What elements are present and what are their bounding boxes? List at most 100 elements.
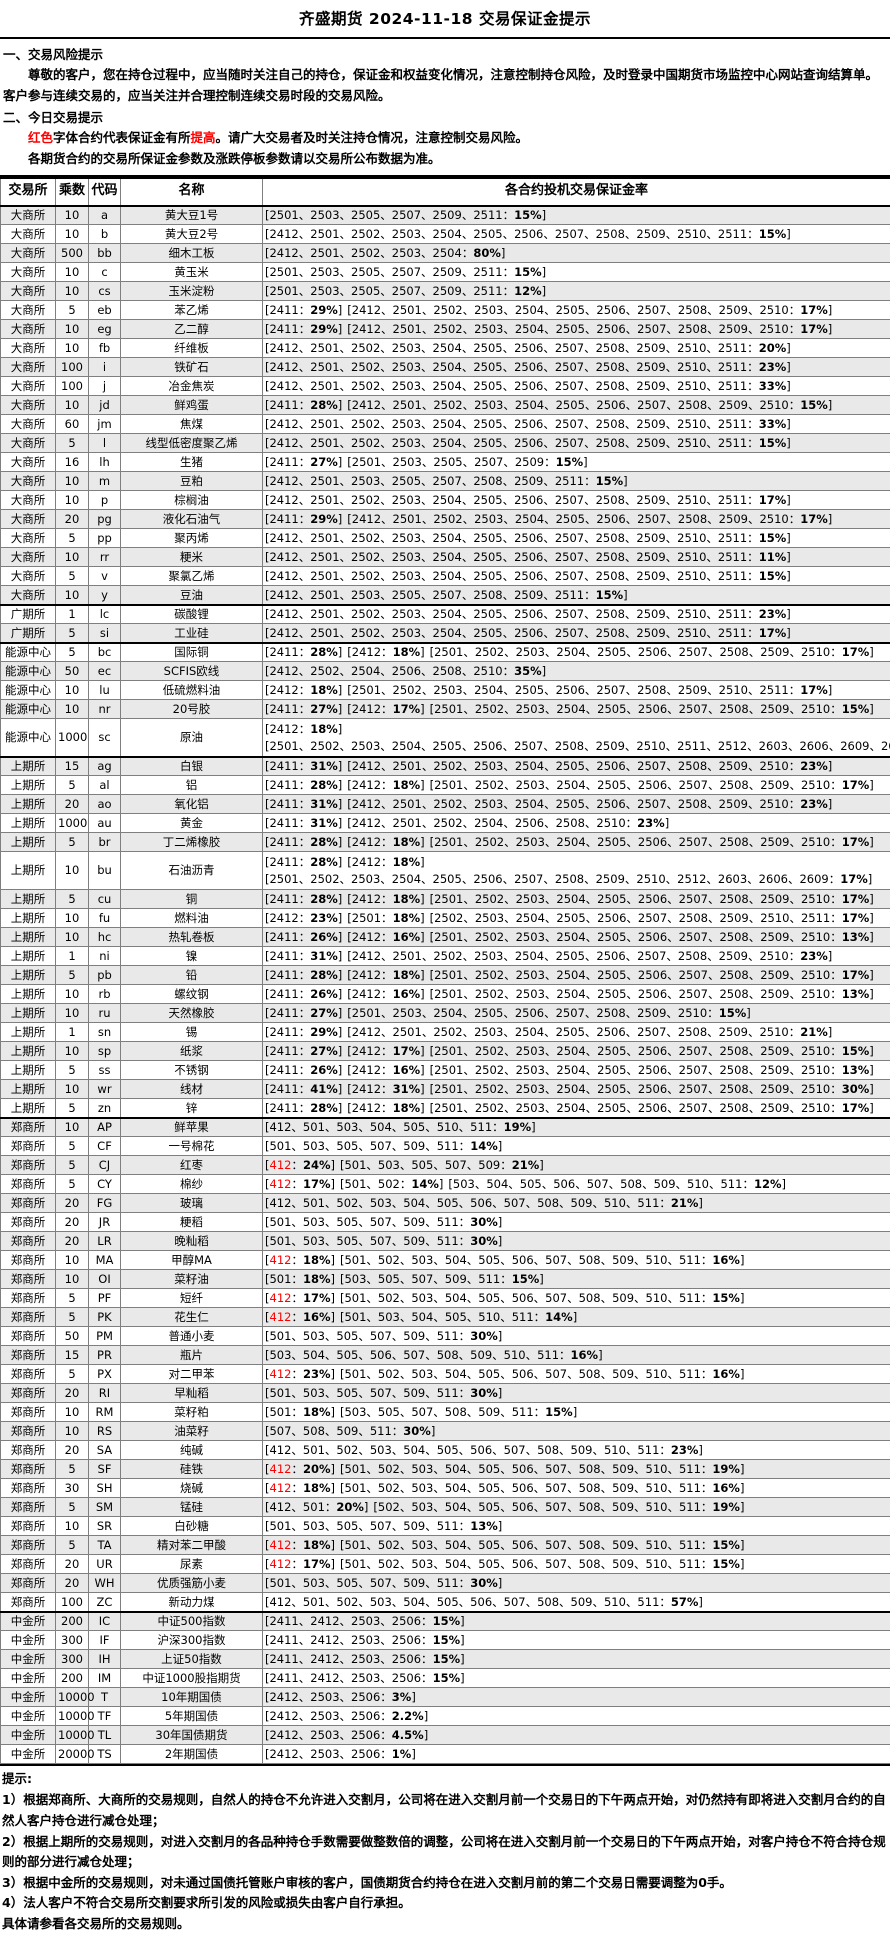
cell-code: m: [89, 472, 121, 491]
cell-exchange: 郑商所: [1, 1308, 56, 1327]
rate-segment: [2412、2501、2502、2503、2504：80%]: [265, 246, 505, 260]
cell-exchange: 郑商所: [1, 1365, 56, 1384]
cell-margin-rate: [2412、2501、2502、2503、2504、2505、2506、2507…: [263, 339, 890, 358]
cell-code: MA: [89, 1251, 121, 1270]
cell-margin-rate: [2411：29%][2412、2501、2502、2503、2504、2505…: [263, 510, 890, 529]
rate-segment: [2412、2503、2506：4.5%]: [265, 1728, 428, 1742]
cell-code: lh: [89, 453, 121, 472]
rate-value: 16%: [303, 1310, 331, 1324]
rate-value: 28%: [310, 892, 338, 906]
col-multiplier: 乘数: [56, 178, 89, 206]
rate-segment: [2411、2412、2503、2506：15%]: [265, 1671, 465, 1685]
rate-value: 41%: [310, 1082, 338, 1096]
cell-exchange: 郑商所: [1, 1422, 56, 1441]
cell-margin-rate: [412：17%][501、502：14%][503、504、505、506、5…: [263, 1175, 890, 1194]
cell-margin-rate: [2411：27%][2501、2503、2505、2507、2509：15%]: [263, 453, 890, 472]
rate-segment: [2411：28%]: [265, 855, 342, 869]
cell-name: 聚丙烯: [121, 529, 263, 548]
rate-segment: [2501、2502、2503、2504、2505、2506、2507、2508…: [430, 1082, 874, 1096]
cell-code: FG: [89, 1194, 121, 1213]
cell-name: 不锈钢: [121, 1061, 263, 1080]
cell-margin-rate: [2412、2501、2502、2503、2504、2505、2506、2507…: [263, 358, 890, 377]
rate-segment: [2412、2501、2502、2503、2504、2505、2506、2507…: [265, 227, 791, 241]
cell-exchange: 郑商所: [1, 1574, 56, 1593]
cell-exchange: 郑商所: [1, 1251, 56, 1270]
rate-value: 17%: [759, 493, 787, 507]
rate-segment: [503、505、507、509、511：15%]: [340, 1272, 544, 1286]
rate-value: 14%: [411, 1177, 439, 1191]
rate-value: 17%: [840, 872, 868, 886]
rate-value: 16%: [393, 1063, 421, 1077]
cell-exchange: 上期所: [1, 890, 56, 909]
rate-value: 18%: [393, 968, 421, 982]
cell-multiplier: 20000: [56, 1745, 89, 1764]
cell-code: nr: [89, 700, 121, 719]
cell-name: 工业硅: [121, 624, 263, 643]
rate-segment: [2412、2501、2503、2505、2507、2508、2509、2511…: [265, 588, 628, 602]
rate-value: 28%: [310, 645, 338, 659]
cell-margin-rate: [412：20%][501、502、503、504、505、506、507、50…: [263, 1460, 890, 1479]
rate-segment: [2412、2503、2506：3%]: [265, 1690, 416, 1704]
cell-margin-rate: [2412、2503、2506：3%]: [263, 1688, 890, 1707]
rate-value: 15%: [712, 1557, 740, 1571]
cell-name: 晚籼稻: [121, 1232, 263, 1251]
cell-name: 豆粕: [121, 472, 263, 491]
rate-segment: [2411：28%]: [265, 778, 342, 792]
rate-value: 14%: [470, 1139, 498, 1153]
cell-exchange: 上期所: [1, 852, 56, 890]
cell-code: ao: [89, 795, 121, 814]
cell-margin-rate: [2411：28%][2412：18%][2501、2502、2503、2504…: [263, 833, 890, 852]
rate-value: 18%: [393, 645, 421, 659]
rate-value: 28%: [310, 835, 338, 849]
rate-segment: [2501、2502、2503、2504、2505、2506、2507、2508…: [430, 968, 874, 982]
cell-name: 白银: [121, 757, 263, 776]
cell-exchange: 郑商所: [1, 1593, 56, 1612]
cell-margin-rate: [2501、2503、2505、2507、2509、2511：15%]: [263, 263, 890, 282]
cell-name: 粳米: [121, 548, 263, 567]
cell-name: 冶金焦炭: [121, 377, 263, 396]
today-notice-text-b: 字体合约代表保证金有所: [53, 130, 191, 145]
cell-multiplier: 10: [56, 852, 89, 890]
cell-name: 棉纱: [121, 1175, 263, 1194]
cell-margin-rate: [2411、2412、2503、2506：15%]: [263, 1669, 890, 1688]
cell-margin-rate: [507、508、509、511：30%]: [263, 1422, 890, 1441]
cell-name: 焦煤: [121, 415, 263, 434]
rate-value: 21%: [800, 1025, 828, 1039]
today-notice-line2: 各期货合约的交易所保证金参数及涨跌停板参数请以交易所公布数据为准。: [3, 149, 887, 169]
cell-multiplier: 5: [56, 624, 89, 643]
rate-segment: [2412、2503、2506：2.2%]: [265, 1709, 428, 1723]
cell-margin-rate: [2411：28%][2412：18%][2501、2502、2503、2504…: [263, 776, 890, 795]
rate-value: 30%: [470, 1234, 498, 1248]
cell-margin-rate: [501：18%][503、505、507、508、509、511：15%]: [263, 1403, 890, 1422]
rate-value: 20%: [759, 341, 787, 355]
cell-multiplier: 5: [56, 1156, 89, 1175]
cell-margin-rate: [501、503、505、507、509、511：30%]: [263, 1384, 890, 1403]
cell-code: bc: [89, 643, 121, 662]
cell-exchange: 大商所: [1, 548, 56, 567]
cell-margin-rate: [2412、2501、2502、2503、2504、2505、2506、2507…: [263, 377, 890, 396]
cell-exchange: 广期所: [1, 624, 56, 643]
today-notice-heading: 二、今日交易提示: [3, 108, 887, 127]
rate-segment: [2501、2503、2505、2507、2509、2511：15%]: [265, 208, 546, 222]
cell-code: fu: [89, 909, 121, 928]
cell-multiplier: 10: [56, 1270, 89, 1289]
cell-name: 铜: [121, 890, 263, 909]
cell-margin-rate: [2412、2501、2502、2503、2504、2505、2506、2507…: [263, 567, 890, 586]
risk-notice-heading: 一、交易风险提示: [3, 45, 887, 64]
rate-segment: [2411：27%]: [265, 455, 342, 469]
cell-code: eb: [89, 301, 121, 320]
cell-name: 原油: [121, 719, 263, 757]
rate-value: 15%: [759, 569, 787, 583]
cell-code: bb: [89, 244, 121, 263]
rate-value: 18%: [303, 1481, 331, 1495]
rate-segment: [2412、2501、2502、2503、2504、2505、2506、2507…: [265, 626, 791, 640]
rate-value: 29%: [310, 512, 338, 526]
